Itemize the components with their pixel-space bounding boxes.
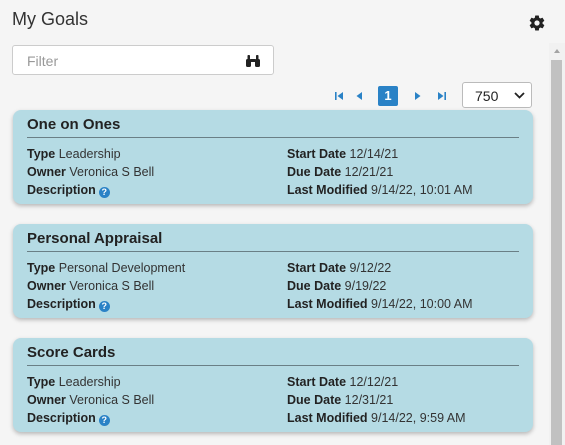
goal-start-date: Start Date 12/14/21	[287, 147, 399, 161]
gear-icon[interactable]	[528, 14, 546, 32]
page-title: My Goals	[12, 9, 89, 29]
goal-type: Type Leadership	[27, 375, 121, 389]
binoculars-icon[interactable]	[245, 54, 261, 68]
last-page-icon[interactable]	[432, 86, 452, 106]
goal-owner: Owner Veronica S Bell	[27, 279, 155, 293]
scroll-up-arrow-icon[interactable]	[549, 43, 565, 59]
filter-input[interactable]	[25, 52, 239, 70]
question-circle-icon[interactable]: ?	[98, 301, 110, 312]
next-page-icon[interactable]	[408, 86, 428, 106]
scrollbar-thumb[interactable]	[551, 60, 562, 445]
goal-title: Personal Appraisal	[27, 230, 163, 247]
goal-due-date: Due Date 12/21/21	[287, 165, 394, 179]
first-page-icon[interactable]	[330, 86, 350, 106]
goal-description: Description?	[27, 297, 110, 312]
goal-title: One on Ones	[27, 116, 121, 133]
goal-type: Type Personal Development	[27, 261, 186, 275]
filter-field[interactable]	[12, 45, 274, 75]
question-circle-icon[interactable]: ?	[98, 187, 110, 198]
goal-description: Description?	[27, 411, 110, 426]
page-size-value: 750	[475, 88, 499, 104]
divider	[27, 365, 519, 366]
goal-card[interactable]: One on Ones Type Leadership Owner Veroni…	[13, 110, 533, 204]
question-circle-icon[interactable]: ?	[98, 415, 110, 426]
goal-title: Score Cards	[27, 344, 116, 361]
divider	[27, 137, 519, 138]
goal-last-modified: Last Modified 9/14/22, 9:59 AM	[287, 411, 466, 425]
page-size-select[interactable]: 750	[462, 82, 532, 108]
goal-start-date: Start Date 12/12/21	[287, 375, 399, 389]
goal-description: Description?	[27, 183, 110, 198]
goal-due-date: Due Date 12/31/21	[287, 393, 394, 407]
goal-start-date: Start Date 9/12/22	[287, 261, 392, 275]
goal-last-modified: Last Modified 9/14/22, 10:01 AM	[287, 183, 473, 197]
goal-owner: Owner Veronica S Bell	[27, 165, 155, 179]
goal-type: Type Leadership	[27, 147, 121, 161]
goal-card[interactable]: Score Cards Type Leadership Owner Veroni…	[13, 338, 533, 432]
current-page-button[interactable]: 1	[378, 86, 398, 106]
goal-owner: Owner Veronica S Bell	[27, 393, 155, 407]
divider	[27, 251, 519, 252]
previous-page-icon[interactable]	[350, 86, 370, 106]
chevron-down-icon	[514, 92, 525, 99]
goal-last-modified: Last Modified 9/14/22, 10:00 AM	[287, 297, 473, 311]
goal-card[interactable]: Personal Appraisal Type Personal Develop…	[13, 224, 533, 318]
goal-due-date: Due Date 9/19/22	[287, 279, 387, 293]
